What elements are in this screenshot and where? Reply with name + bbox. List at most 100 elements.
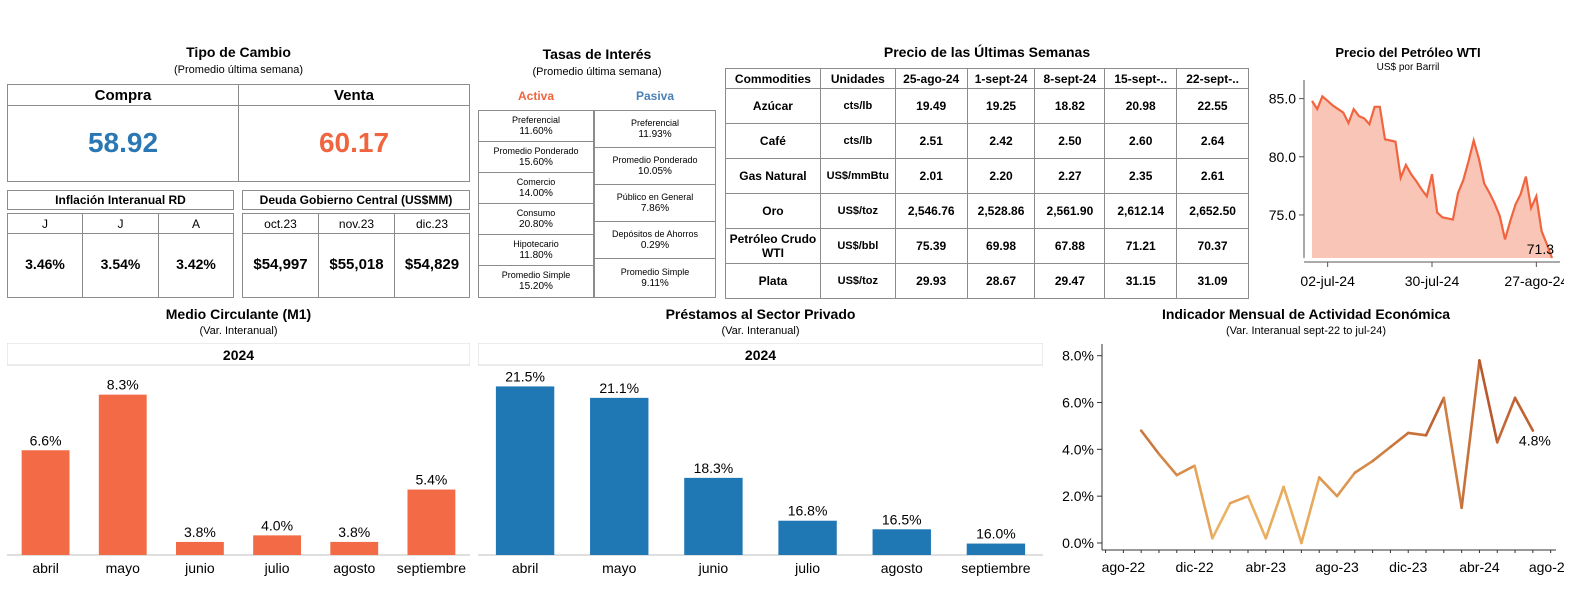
imae-y-tick-label: 8.0%	[1062, 348, 1094, 364]
activa-rate: Preferencial 11.60%	[478, 110, 594, 142]
commodity-unit: US$/mmBtu	[819, 158, 896, 194]
commodity-price: 2.01	[894, 158, 968, 194]
m1-data-label: 3.8%	[338, 524, 370, 540]
commodity-price: 2,528.86	[966, 193, 1036, 229]
column-header: 22-sept-..	[1176, 68, 1249, 89]
loans-subtitle: (Var. Interanual)	[721, 325, 800, 337]
activa-rate: Comercio 14.00%	[478, 172, 594, 204]
imae-line-segment	[1513, 396, 1535, 432]
wti-title: Precio del Petróleo WTI	[1335, 45, 1481, 60]
commodity-price: 2.60	[1104, 123, 1178, 159]
commodities-title: Precio de las Últimas Semanas	[883, 44, 1091, 60]
activa-rate: Promedio Ponderado 15.60%	[478, 141, 594, 173]
commodity-name: Oro	[725, 193, 821, 229]
imae-line-segment	[1442, 396, 1463, 510]
imae-chart: 0.0% 2.0% 4.0% 6.0% 8.0% ago-22 dic-22 abr-23 ag…	[1062, 344, 1564, 575]
loans-data-label: 16.5%	[882, 511, 922, 527]
loans-data-label: 21.1%	[599, 380, 639, 396]
inflation-value: 3.42%	[176, 256, 216, 272]
m1-subtitle: (Var. Interanual)	[199, 325, 278, 337]
commodity-price: 2,546.76	[894, 193, 968, 229]
m1-data-label: 6.6%	[30, 432, 62, 448]
imae-line-segment	[1282, 485, 1303, 545]
commodity-price: 2.27	[1034, 158, 1106, 194]
commodity-price: 31.15	[1104, 263, 1178, 299]
m1-data-label: 4.0%	[261, 517, 293, 533]
imae-x-tick-label: abr-23	[1246, 559, 1287, 575]
imae-line-segment	[1371, 445, 1392, 463]
m1-bar	[21, 450, 70, 555]
debt-value: $55,018	[329, 256, 384, 273]
column-header: 8-sept-24	[1034, 68, 1106, 89]
commodity-unit: US$/toz	[819, 263, 896, 299]
commodity-unit: US$/toz	[819, 193, 896, 229]
year-header: 2024	[223, 347, 254, 363]
year-header: 2024	[745, 347, 776, 363]
rate-value: 20.80%	[519, 219, 553, 230]
commodity-price: 2.20	[966, 158, 1036, 194]
commodity-price: 75.39	[894, 228, 968, 264]
commodity-price: 2,561.90	[1034, 193, 1106, 229]
rate-value: 11.60%	[519, 126, 553, 137]
inflation-value: 3.54%	[100, 256, 141, 272]
imae-line-segment	[1175, 464, 1196, 477]
inflation-month: J	[83, 214, 158, 234]
rate-value: 10.05%	[638, 166, 672, 177]
loans-category-label: julio	[794, 560, 820, 576]
inflation-col: J 3.46%	[7, 213, 83, 298]
imae-line-segment	[1317, 476, 1339, 498]
year-header-band	[478, 343, 1043, 366]
inflation-month: A	[159, 214, 233, 234]
debt-col: oct.23 $54,997	[242, 213, 319, 298]
buy-cell: Compra 58.92	[8, 85, 239, 181]
commodity-price: 18.82	[1034, 88, 1106, 124]
imae-y-tick-label: 2.0%	[1062, 488, 1094, 504]
commodity-name: Gas Natural	[725, 158, 821, 194]
rate-name: Promedio Simple	[501, 270, 571, 280]
commodity-price: 20.98	[1104, 88, 1178, 124]
inflation-title: Inflación Interanual RD	[7, 190, 234, 210]
inflation-value: 3.46%	[25, 256, 65, 272]
sell-cell: Venta 60.17	[239, 85, 469, 181]
loans-data-label: 16.8%	[788, 503, 828, 519]
m1-bar	[98, 394, 147, 555]
m1-bar	[330, 541, 379, 555]
commodity-price: 2.35	[1104, 158, 1178, 194]
table-row: Oro US$/toz 2,546.76 2,528.86 2,561.90 2…	[725, 193, 1249, 229]
wti-y-tick-label: 75.0	[1269, 207, 1296, 223]
commodity-price: 2.64	[1176, 123, 1249, 159]
column-header: 1-sept-24	[966, 68, 1036, 89]
rate-value: 0.29%	[640, 240, 670, 251]
column-header: 25-ago-24	[894, 68, 968, 89]
table-row: Plata US$/toz 29.93 28.67 29.47 31.15 31…	[725, 263, 1249, 299]
inflation-col: J 3.54%	[82, 213, 159, 298]
imae-x-tick-label: ago-22	[1102, 559, 1146, 575]
imae-title: Indicador Mensual de Actividad Económica	[1161, 306, 1451, 322]
activa-rate: Consumo 20.80%	[478, 203, 594, 235]
rate-value: 7.86%	[640, 203, 670, 214]
imae-line-segment	[1300, 476, 1321, 545]
exchange-panel: Compra 58.92 Venta 60.17	[7, 84, 470, 182]
rates-subtitle: (Promedio última semana)	[532, 66, 662, 78]
activa-rate: Hipotecario 11.80%	[478, 234, 594, 266]
exchange-title: Tipo de Cambio	[186, 44, 291, 60]
loans-bar	[778, 520, 837, 555]
loans-bar	[495, 386, 555, 555]
rate-value: 15.60%	[519, 157, 553, 168]
debt-value: $54,997	[253, 256, 308, 273]
table-row: Gas Natural US$/mmBtu 2.01 2.20 2.27 2.3…	[725, 158, 1249, 194]
rate-value: 11.93%	[638, 129, 672, 140]
pasiva-rate: Promedio Ponderado 10.05%	[594, 147, 716, 185]
m1-category-label: abril	[32, 560, 58, 576]
imae-line-segment	[1460, 359, 1481, 510]
inflation-col: A 3.42%	[158, 213, 234, 298]
m1-bar	[407, 489, 456, 555]
sell-value: 60.17	[318, 127, 390, 158]
commodity-price: 2,612.14	[1104, 193, 1178, 229]
m1-data-label: 5.4%	[415, 472, 447, 488]
loans-category-label: mayo	[602, 560, 636, 576]
wti-last-value-label: 71.3	[1527, 241, 1554, 257]
commodity-price: 31.09	[1176, 263, 1249, 299]
m1-chart: 2024 6.6% abril 8.3% mayo 3.8% junio 4.0% julio 3…	[7, 343, 470, 576]
commodity-name: Café	[725, 123, 821, 159]
